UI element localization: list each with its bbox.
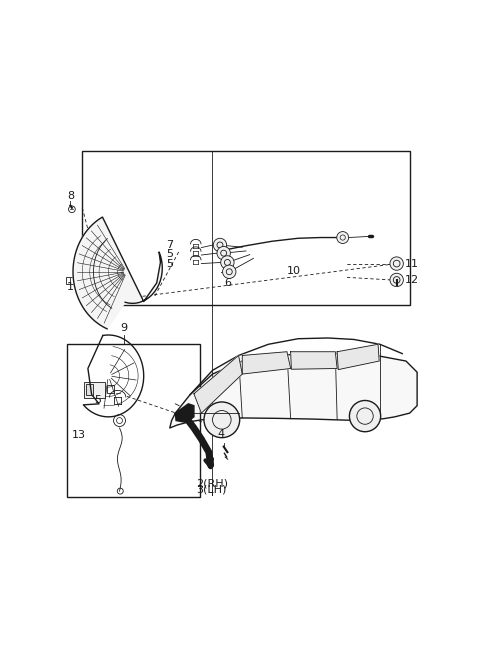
Polygon shape — [73, 217, 162, 329]
Text: 5: 5 — [167, 258, 173, 268]
Bar — [67, 344, 200, 497]
Circle shape — [213, 238, 227, 252]
Bar — [84, 382, 105, 398]
Text: 13: 13 — [72, 430, 86, 440]
Text: 4: 4 — [217, 429, 225, 439]
Text: 11: 11 — [405, 258, 419, 268]
Text: 7: 7 — [167, 240, 173, 250]
Text: 8: 8 — [67, 191, 74, 201]
Text: 9: 9 — [120, 323, 128, 333]
Text: 12: 12 — [405, 275, 420, 285]
Text: 1: 1 — [67, 281, 74, 292]
Polygon shape — [290, 352, 337, 369]
Polygon shape — [170, 354, 417, 428]
Polygon shape — [194, 356, 242, 413]
Circle shape — [337, 232, 348, 243]
Circle shape — [204, 402, 240, 438]
Text: 3(LH): 3(LH) — [197, 485, 227, 495]
Circle shape — [390, 257, 403, 270]
Text: 10: 10 — [287, 266, 301, 276]
Circle shape — [221, 256, 234, 269]
Text: 6: 6 — [224, 278, 231, 289]
Circle shape — [390, 274, 403, 287]
Circle shape — [217, 247, 230, 260]
Text: 2(RH): 2(RH) — [196, 478, 228, 488]
Text: 5: 5 — [94, 395, 101, 405]
Bar — [86, 384, 94, 396]
Polygon shape — [242, 352, 290, 374]
Text: 5: 5 — [167, 249, 173, 259]
Polygon shape — [337, 344, 379, 369]
Polygon shape — [175, 404, 194, 422]
Bar — [107, 385, 114, 394]
Bar — [66, 277, 75, 284]
Bar — [83, 151, 409, 305]
Circle shape — [223, 265, 236, 278]
Circle shape — [349, 400, 381, 432]
